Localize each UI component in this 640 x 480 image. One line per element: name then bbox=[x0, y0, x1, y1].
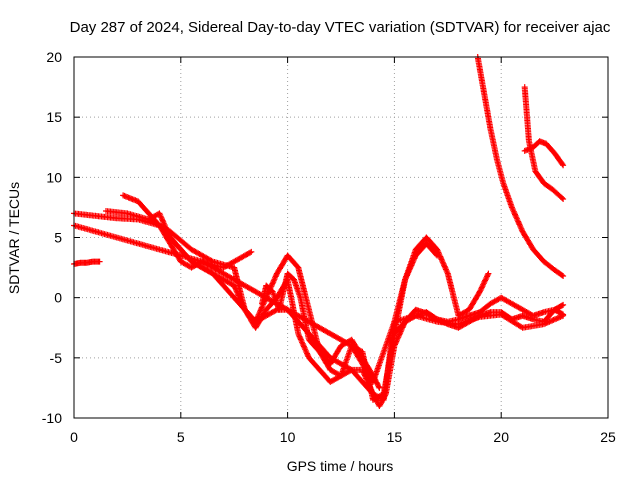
series-track-2 bbox=[71, 210, 567, 409]
y-tick-label: -5 bbox=[50, 350, 63, 366]
x-tick-label: 20 bbox=[493, 429, 509, 445]
series-track-10 bbox=[521, 84, 567, 202]
y-tick-label: 5 bbox=[54, 230, 62, 246]
x-axis-label: GPS time / hours bbox=[287, 458, 394, 474]
series-track-9 bbox=[474, 54, 567, 279]
plus-markers bbox=[474, 54, 567, 279]
plus-markers bbox=[521, 84, 567, 202]
series-track-6 bbox=[145, 210, 492, 403]
data-points bbox=[71, 54, 567, 409]
x-tick-label: 0 bbox=[70, 429, 78, 445]
y-tick-label: 20 bbox=[46, 49, 62, 65]
chart-title: Day 287 of 2024, Sidereal Day-to-day VTE… bbox=[70, 19, 611, 36]
plus-markers bbox=[521, 138, 567, 169]
y-axis-label: SDTVAR / TECUs bbox=[6, 182, 22, 294]
x-tick-label: 15 bbox=[387, 429, 403, 445]
plus-markers bbox=[71, 210, 567, 409]
y-tick-label: 10 bbox=[46, 169, 62, 185]
y-tick-label: -10 bbox=[42, 410, 62, 426]
plus-markers bbox=[391, 294, 567, 337]
series-track-11 bbox=[521, 138, 567, 169]
grid-lines bbox=[74, 57, 608, 418]
y-tick-label: 0 bbox=[54, 290, 62, 306]
series-track-1 bbox=[71, 258, 103, 267]
x-tick-label: 10 bbox=[280, 429, 296, 445]
series-track-7 bbox=[259, 270, 383, 391]
plus-markers bbox=[259, 270, 383, 391]
x-tick-label: 25 bbox=[600, 429, 616, 445]
axis-ticks: 0 5 10 15 20 25 -10 -5 0 5 10 15 20 bbox=[42, 49, 616, 445]
series-track-8 bbox=[391, 294, 567, 337]
plus-markers bbox=[71, 258, 103, 267]
plus-markers bbox=[145, 210, 492, 403]
y-tick-label: 15 bbox=[46, 109, 62, 125]
x-tick-label: 5 bbox=[177, 429, 185, 445]
